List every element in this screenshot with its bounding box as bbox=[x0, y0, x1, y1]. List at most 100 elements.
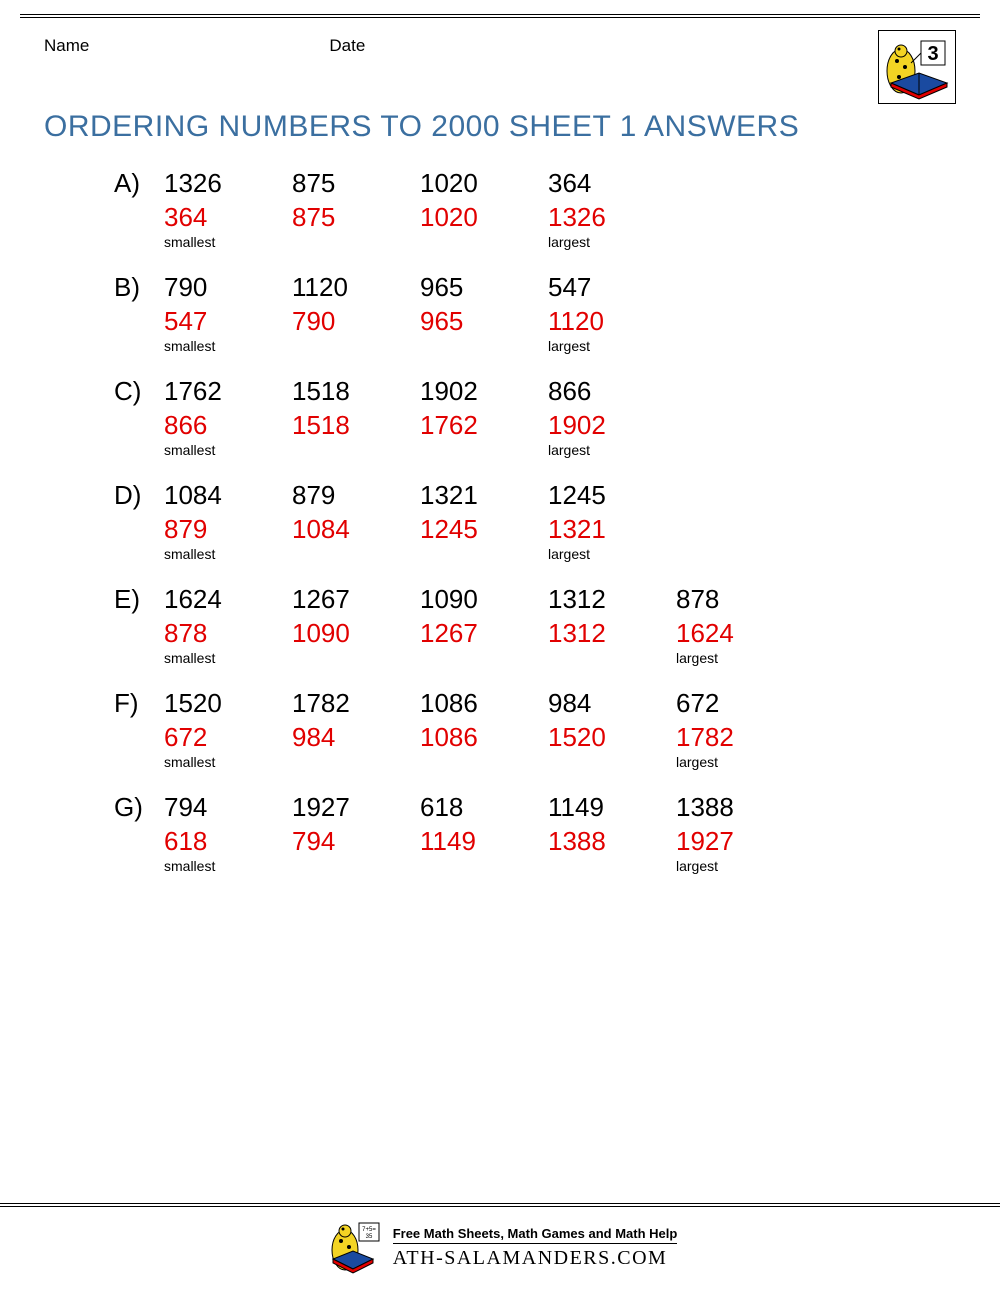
cell: 1782984 bbox=[292, 686, 420, 770]
footer-tagline: Free Math Sheets, Math Games and Math He… bbox=[393, 1226, 678, 1244]
hint-label bbox=[420, 442, 548, 458]
footer: 7+5= 35 Free Math Sheets, Math Games and… bbox=[0, 1203, 1000, 1280]
hint-label: largest bbox=[676, 650, 804, 666]
hint-label bbox=[292, 442, 420, 458]
given-number: 1321 bbox=[420, 478, 548, 512]
given-number: 1084 bbox=[164, 478, 292, 512]
given-number: 878 bbox=[676, 582, 804, 616]
hint-label: largest bbox=[548, 442, 676, 458]
name-label: Name bbox=[44, 36, 89, 56]
given-number: 1902 bbox=[420, 374, 548, 408]
answer-number: 878 bbox=[164, 616, 292, 650]
row-label: E) bbox=[44, 582, 164, 616]
given-number: 1267 bbox=[292, 582, 420, 616]
problem-row: B)790547smallest11207909659655471120larg… bbox=[44, 270, 956, 354]
problem-row: A)1326364smallest875875102010203641326la… bbox=[44, 166, 956, 250]
problem-row: F)1520672smallest17829841086108698415206… bbox=[44, 686, 956, 770]
given-number: 965 bbox=[420, 270, 548, 304]
answer-number: 1312 bbox=[548, 616, 676, 650]
meta-line: Name Date bbox=[44, 30, 878, 56]
hint-label: smallest bbox=[164, 234, 292, 250]
salamander-grade-icon: 3 bbox=[881, 33, 953, 101]
problem-row: G)794618smallest192779461811491149138813… bbox=[44, 790, 956, 874]
cell: 13121312 bbox=[548, 582, 676, 666]
cell: 10901267 bbox=[420, 582, 548, 666]
answer-number: 866 bbox=[164, 408, 292, 442]
answer-number: 1518 bbox=[292, 408, 420, 442]
hint-label bbox=[420, 754, 548, 770]
hint-label bbox=[292, 338, 420, 354]
answer-number: 1520 bbox=[548, 720, 676, 754]
answer-number: 984 bbox=[292, 720, 420, 754]
answer-number: 1120 bbox=[548, 304, 676, 338]
hint-label: largest bbox=[548, 338, 676, 354]
hint-label: smallest bbox=[164, 338, 292, 354]
row-label: B) bbox=[44, 270, 164, 304]
answer-number: 672 bbox=[164, 720, 292, 754]
hint-label: smallest bbox=[164, 650, 292, 666]
cell: 1120790 bbox=[292, 270, 420, 354]
footer-brand: ATH-SALAMANDERS.COM bbox=[393, 1247, 678, 1270]
cell: 1762866smallest bbox=[164, 374, 292, 458]
hint-label: largest bbox=[548, 546, 676, 562]
cell: 8781624largest bbox=[676, 582, 804, 666]
cell: 3641326largest bbox=[548, 166, 676, 250]
cell: 790547smallest bbox=[164, 270, 292, 354]
hint-label: smallest bbox=[164, 546, 292, 562]
hint-label bbox=[292, 754, 420, 770]
row-label: G) bbox=[44, 790, 164, 824]
hint-label bbox=[548, 858, 676, 874]
given-number: 618 bbox=[420, 790, 548, 824]
answer-number: 1090 bbox=[292, 616, 420, 650]
answer-number: 1267 bbox=[420, 616, 548, 650]
row-cells: 790547smallest11207909659655471120larges… bbox=[164, 270, 676, 354]
answer-number: 364 bbox=[164, 200, 292, 234]
cell: 1326364smallest bbox=[164, 166, 292, 250]
given-number: 547 bbox=[548, 270, 676, 304]
hint-label bbox=[420, 650, 548, 666]
cell: 13211245 bbox=[420, 478, 548, 562]
answer-number: 1388 bbox=[548, 824, 676, 858]
svg-text:35: 35 bbox=[365, 1234, 372, 1240]
hint-label bbox=[420, 546, 548, 562]
cell: 965965 bbox=[420, 270, 548, 354]
given-number: 879 bbox=[292, 478, 420, 512]
hint-label bbox=[420, 338, 548, 354]
hint-label bbox=[292, 858, 420, 874]
answer-number: 1326 bbox=[548, 200, 676, 234]
problem-row: D)1084879smallest87910841321124512451321… bbox=[44, 478, 956, 562]
answer-number: 1149 bbox=[420, 824, 548, 858]
hint-label bbox=[292, 546, 420, 562]
given-number: 1782 bbox=[292, 686, 420, 720]
given-number: 866 bbox=[548, 374, 676, 408]
given-number: 1762 bbox=[164, 374, 292, 408]
worksheet-body: A)1326364smallest875875102010203641326la… bbox=[0, 144, 1000, 874]
answer-number: 547 bbox=[164, 304, 292, 338]
cell: 794618smallest bbox=[164, 790, 292, 874]
hint-label bbox=[548, 650, 676, 666]
given-number: 1388 bbox=[676, 790, 804, 824]
row-label: F) bbox=[44, 686, 164, 720]
row-cells: 1762866smallest15181518190217628661902la… bbox=[164, 374, 676, 458]
cell: 10861086 bbox=[420, 686, 548, 770]
row-label: C) bbox=[44, 374, 164, 408]
given-number: 1520 bbox=[164, 686, 292, 720]
cell: 1927794 bbox=[292, 790, 420, 874]
given-number: 1090 bbox=[420, 582, 548, 616]
row-cells: 1520672smallest1782984108610869841520672… bbox=[164, 686, 804, 770]
hint-label: largest bbox=[548, 234, 676, 250]
hint-label: smallest bbox=[164, 858, 292, 874]
given-number: 1518 bbox=[292, 374, 420, 408]
hint-label bbox=[420, 234, 548, 250]
given-number: 984 bbox=[548, 686, 676, 720]
footer-salamander-icon: 7+5= 35 bbox=[323, 1215, 383, 1280]
cell: 12671090 bbox=[292, 582, 420, 666]
worksheet-title: ORDERING NUMBERS TO 2000 SHEET 1 ANSWERS bbox=[0, 104, 1000, 144]
hint-label: largest bbox=[676, 858, 804, 874]
hint-label bbox=[548, 754, 676, 770]
answer-number: 1245 bbox=[420, 512, 548, 546]
answer-number: 965 bbox=[420, 304, 548, 338]
cell: 6721782largest bbox=[676, 686, 804, 770]
given-number: 364 bbox=[548, 166, 676, 200]
date-label: Date bbox=[329, 36, 365, 56]
